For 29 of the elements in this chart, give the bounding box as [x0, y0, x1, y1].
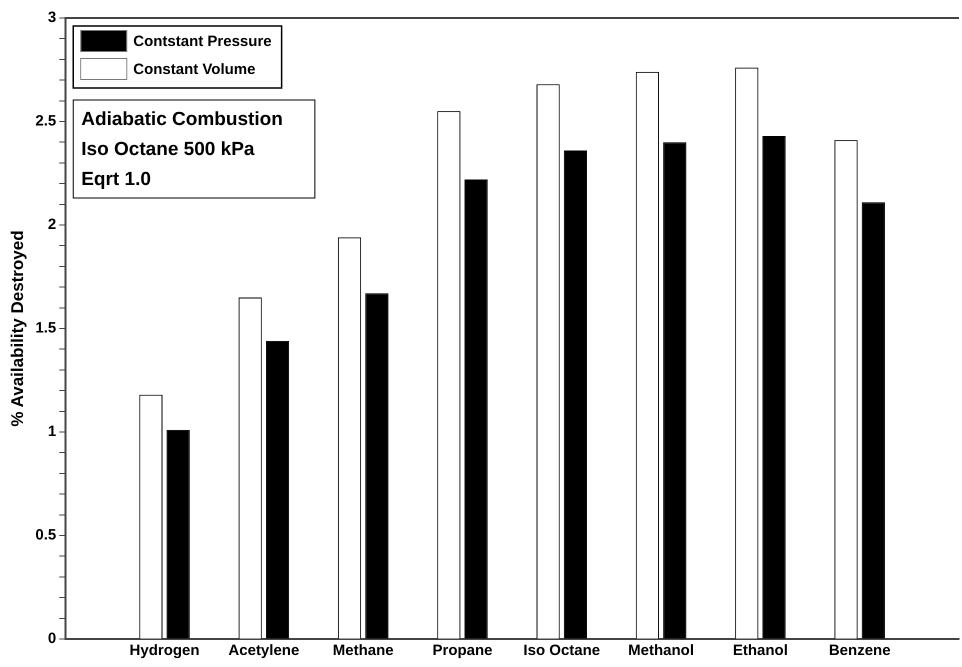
y-tick-label: 1.5	[35, 320, 56, 337]
y-axis-title: % Availability Destroyed	[8, 230, 27, 427]
bar	[464, 179, 488, 638]
x-tick-label: Iso Octane	[523, 642, 600, 660]
y-tick-label: 1	[48, 423, 56, 440]
legend-label: Contstant Pressure	[133, 33, 272, 50]
x-tick-label: Methane	[332, 642, 394, 660]
x-tick-label: Hydrogen	[130, 642, 200, 660]
bar	[762, 136, 786, 638]
y-tick-label: 3	[48, 9, 56, 26]
y-tick-label: 0	[48, 630, 56, 648]
y-tick-label: 2.5	[35, 112, 56, 130]
bar	[266, 340, 290, 638]
y-tick-label: 0.5	[35, 526, 56, 544]
bar	[663, 142, 686, 638]
legend-label: Constant Volume	[133, 61, 256, 78]
annotation: Iso Octane 500 kPa	[81, 139, 255, 160]
y-tick-label: 2	[48, 216, 56, 234]
bar	[862, 202, 885, 638]
annotation: Adiabatic Combustion	[81, 109, 283, 130]
x-tick-label: Propane	[432, 642, 492, 660]
x-tick-label: Benzene	[828, 642, 891, 660]
bar	[166, 430, 190, 638]
bar	[564, 150, 588, 638]
x-tick-label: Ethanol	[732, 642, 788, 660]
annotation: Eqrt 1.0	[81, 169, 151, 190]
x-tick-label: Methanol	[628, 642, 694, 660]
x-tick-label: Acetylene	[228, 642, 300, 660]
bar	[365, 293, 388, 638]
